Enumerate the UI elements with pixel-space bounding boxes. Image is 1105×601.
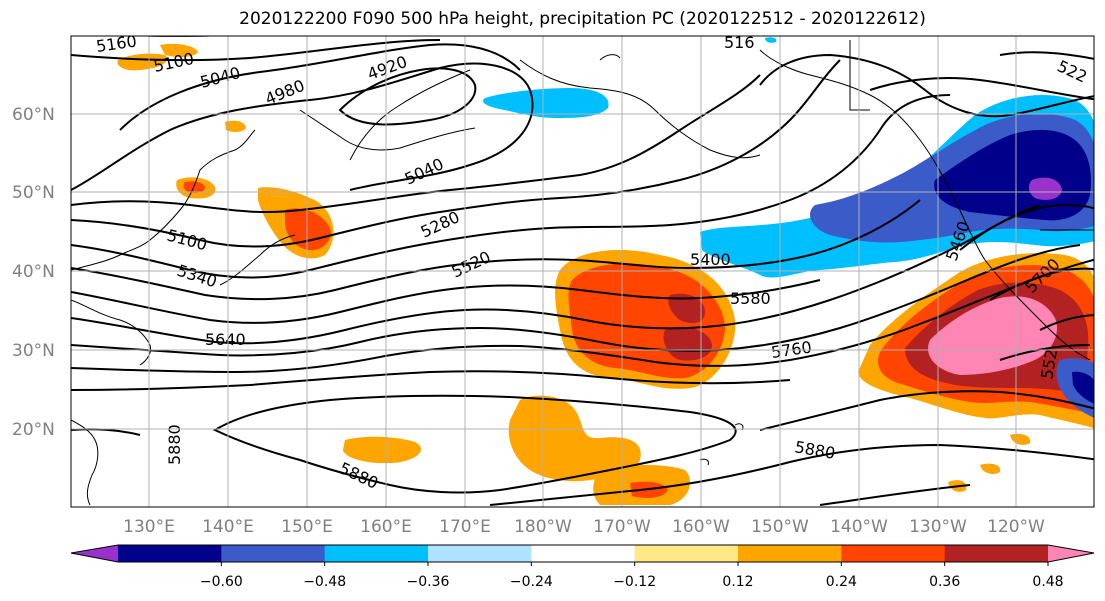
- contour-label: 516: [724, 33, 755, 52]
- colorbar-swatch: [118, 545, 222, 562]
- colorbar-tick-label: 0.36: [929, 574, 960, 590]
- longitude-labels: 130°E 140°E 150°E 160°E 170°E 180°W 170°…: [123, 517, 1045, 537]
- colorbar-swatch: [841, 545, 946, 562]
- map-title: 2020122200 F090 500 hPa height, precipit…: [239, 9, 926, 29]
- height-contours: [71, 36, 1094, 506]
- lon-label: 140°E: [202, 517, 254, 537]
- colorbar-ticks: −0.60 −0.48 −0.36 −0.24 −0.12 0.12 0.24 0.36 0.4…: [200, 562, 1064, 590]
- colorbar-tick-label: 0.48: [1032, 574, 1063, 590]
- lon-label: 160°E: [360, 517, 412, 537]
- colorbar-swatch: [944, 545, 1049, 562]
- contour-label: 5580: [730, 289, 771, 308]
- colorbar-tick-label: −0.24: [510, 574, 553, 590]
- graticule: [71, 36, 1094, 507]
- lon-label: 120°W: [987, 517, 1045, 537]
- colorbar-tick-label: −0.36: [407, 574, 450, 590]
- contour-label: 5880: [165, 424, 184, 465]
- colorbar-swatch: [738, 545, 842, 562]
- colorbar-swatch: [634, 545, 739, 562]
- lat-label: 60°N: [12, 105, 55, 125]
- colorbar-tick-label: −0.60: [200, 574, 243, 590]
- colorbar-tick-label: 0.24: [826, 574, 857, 590]
- colorbar-extend-max: [1048, 545, 1094, 562]
- lon-label: 170°W: [593, 517, 651, 537]
- lon-label: 150°W: [751, 517, 809, 537]
- colorbar-tick-label: −0.12: [613, 574, 656, 590]
- colorbar-swatch: [324, 545, 429, 562]
- contour-label: 5640: [205, 330, 246, 349]
- colorbar: −0.60 −0.48 −0.36 −0.24 −0.12 0.12 0.24 0.36 0.4…: [70, 544, 1095, 590]
- lon-label: 140°W: [830, 517, 888, 537]
- contour-label: 5160: [95, 31, 138, 55]
- lon-label: 180°W: [514, 517, 572, 537]
- precipitation-shading: [117, 37, 1094, 505]
- latitude-labels: 60°N 50°N 40°N 30°N 20°N: [12, 105, 55, 440]
- map-frame: [70, 35, 1095, 508]
- lat-label: 30°N: [12, 341, 55, 361]
- colorbar-swatch: [531, 545, 636, 562]
- colorbar-swatch: [221, 545, 326, 562]
- lon-label: 150°E: [281, 517, 333, 537]
- lon-label: 160°W: [672, 517, 730, 537]
- colorbar-swatches: [71, 545, 1094, 562]
- colorbar-extend-min: [71, 545, 118, 562]
- contour-label: 5400: [690, 250, 731, 269]
- lon-label: 170°E: [439, 517, 491, 537]
- colorbar-tick-label: −0.48: [303, 574, 346, 590]
- colorbar-tick-label: 0.12: [722, 574, 753, 590]
- lat-label: 20°N: [12, 420, 55, 440]
- lat-label: 40°N: [12, 262, 55, 282]
- colorbar-swatch: [428, 545, 532, 562]
- lat-label: 50°N: [12, 183, 55, 203]
- coastlines: [71, 40, 1094, 506]
- lon-label: 130°E: [123, 517, 175, 537]
- lon-label: 130°W: [909, 517, 967, 537]
